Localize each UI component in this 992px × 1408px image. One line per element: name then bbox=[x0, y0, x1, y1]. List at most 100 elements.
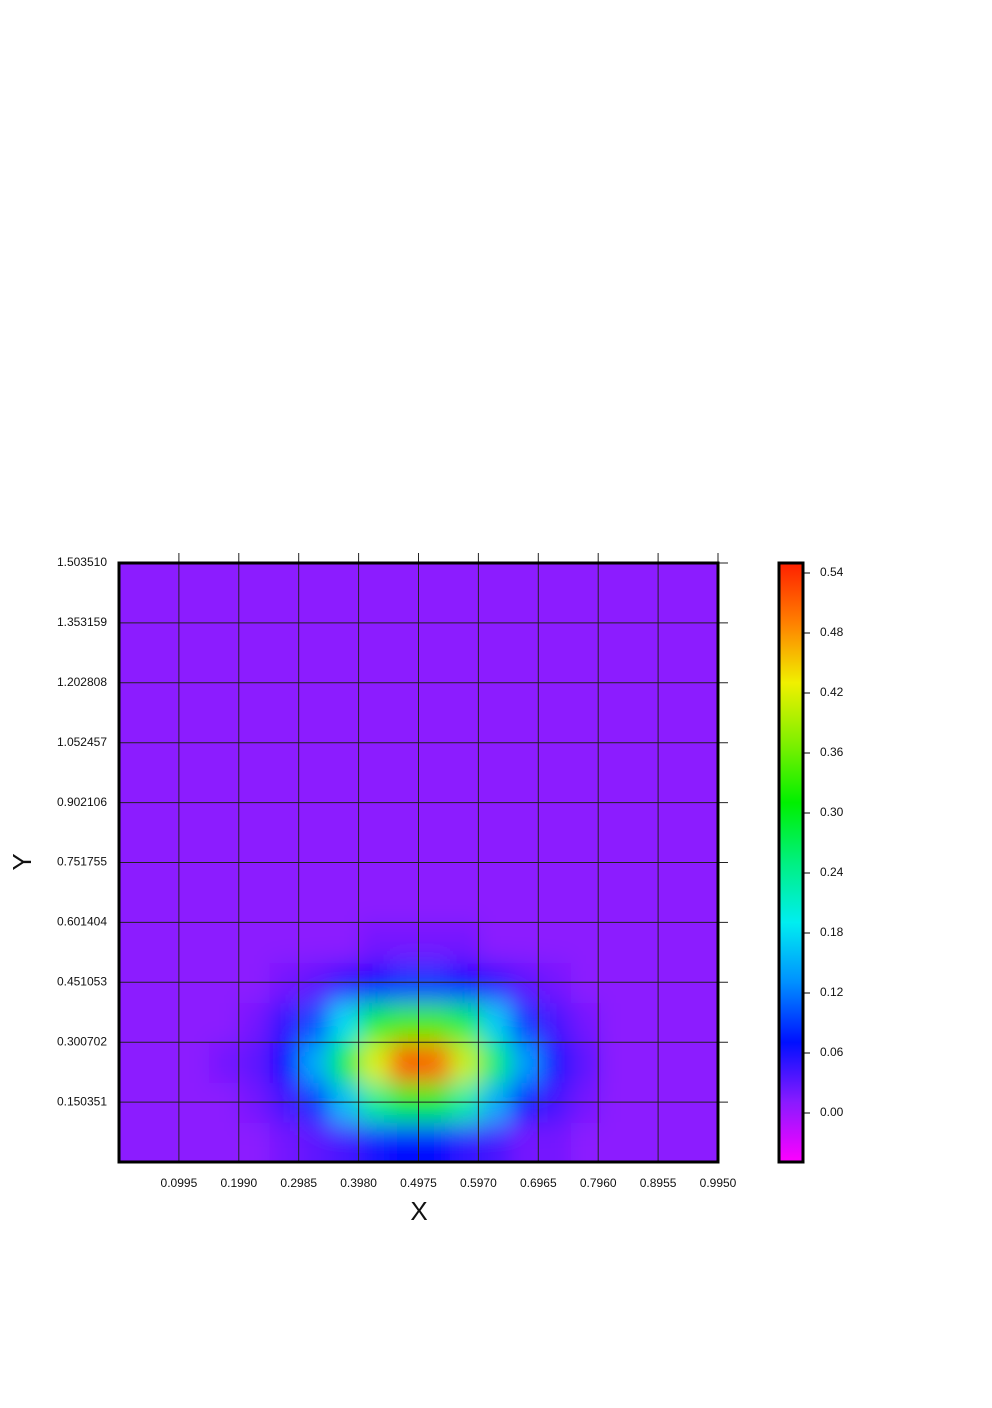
heat-cell bbox=[269, 723, 301, 765]
heat-cell bbox=[600, 803, 632, 844]
heat-cell bbox=[359, 803, 391, 844]
heat-cell bbox=[389, 803, 421, 844]
heat-cell bbox=[660, 604, 692, 645]
heat-cell bbox=[660, 803, 692, 844]
heat-cell bbox=[329, 1002, 361, 1043]
heat-cell bbox=[269, 922, 301, 964]
heat-cell bbox=[420, 803, 451, 844]
heat-cell bbox=[209, 644, 240, 685]
heat-cell bbox=[480, 962, 511, 1004]
heat-cell bbox=[239, 843, 271, 884]
heat-cell bbox=[329, 763, 361, 804]
heat-cell bbox=[630, 604, 662, 645]
heat-cell bbox=[600, 1002, 632, 1043]
heat-cell bbox=[179, 723, 210, 765]
heat-cell bbox=[600, 1122, 632, 1162]
heat-cell bbox=[239, 683, 271, 725]
colorbar-tick-label: 0.36 bbox=[820, 745, 844, 759]
y-tick-label: 0.601404 bbox=[57, 915, 107, 929]
heat-cell bbox=[239, 1002, 271, 1043]
heat-cell bbox=[690, 644, 718, 685]
heat-cell bbox=[389, 883, 421, 924]
heat-cell bbox=[359, 1042, 391, 1083]
x-tick-label: 0.8955 bbox=[640, 1176, 677, 1190]
heat-cell bbox=[480, 843, 511, 884]
heat-cell bbox=[299, 563, 331, 605]
heat-cell bbox=[269, 1002, 301, 1043]
heat-cell bbox=[149, 843, 180, 884]
heat-cell bbox=[179, 1042, 210, 1083]
heat-cell bbox=[420, 1042, 451, 1083]
heat-cell bbox=[329, 723, 361, 765]
heat-cell bbox=[149, 1042, 180, 1083]
heat-cell bbox=[510, 843, 541, 884]
heat-cell bbox=[690, 883, 718, 924]
heat-cell bbox=[450, 843, 481, 884]
x-tick-label: 0.2985 bbox=[280, 1176, 317, 1190]
heat-cell bbox=[480, 563, 511, 605]
heat-cell bbox=[540, 563, 572, 605]
heat-cell bbox=[570, 563, 602, 605]
heat-cell bbox=[119, 922, 150, 964]
heat-cell bbox=[480, 644, 511, 685]
y-tick-label: 0.451053 bbox=[57, 974, 107, 988]
heat-cell bbox=[119, 883, 150, 924]
heat-cell bbox=[179, 763, 210, 804]
y-tick-label: 1.202808 bbox=[57, 675, 107, 689]
x-tick-label: 0.0995 bbox=[161, 1176, 198, 1190]
heat-cell bbox=[329, 1042, 361, 1083]
heat-cell bbox=[630, 843, 662, 884]
heat-cell bbox=[450, 922, 481, 964]
heat-cell bbox=[630, 683, 662, 725]
heat-cell bbox=[389, 1042, 421, 1083]
colorbar-tick-label: 0.30 bbox=[820, 805, 844, 819]
heat-cell bbox=[450, 1002, 481, 1043]
heat-cell bbox=[209, 683, 240, 725]
heat-cell bbox=[149, 683, 180, 725]
heat-cell bbox=[179, 1002, 210, 1043]
heat-cell bbox=[119, 1042, 150, 1083]
heat-cell bbox=[299, 644, 331, 685]
x-tick-label: 0.7960 bbox=[580, 1176, 617, 1190]
y-axis-label: Y bbox=[7, 853, 37, 870]
y-tick-label: 1.353159 bbox=[57, 615, 107, 629]
heat-cell bbox=[570, 843, 602, 884]
heat-cell bbox=[660, 683, 692, 725]
heat-cell bbox=[389, 763, 421, 804]
heat-cell bbox=[630, 803, 662, 844]
heat-cell bbox=[630, 723, 662, 765]
heat-cell bbox=[630, 644, 662, 685]
heat-cell bbox=[600, 1042, 632, 1083]
heat-cell bbox=[239, 604, 271, 645]
heat-cell bbox=[450, 604, 481, 645]
heat-cell bbox=[690, 683, 718, 725]
heat-cell bbox=[179, 803, 210, 844]
heat-cell bbox=[299, 763, 331, 804]
heat-cell bbox=[510, 1122, 541, 1162]
heat-cell bbox=[540, 1002, 572, 1043]
heat-cell bbox=[600, 644, 632, 685]
heat-cell bbox=[359, 1002, 391, 1043]
heat-cell bbox=[239, 1122, 271, 1162]
heat-cell bbox=[510, 1002, 541, 1043]
heat-cell bbox=[450, 683, 481, 725]
heat-cell bbox=[209, 563, 240, 605]
heat-cell bbox=[510, 563, 541, 605]
y-tick-label: 1.052457 bbox=[57, 735, 107, 749]
heat-cell bbox=[119, 843, 150, 884]
heat-cell bbox=[389, 962, 421, 1004]
heat-cell bbox=[239, 644, 271, 685]
heat-cell bbox=[420, 763, 451, 804]
heat-cell bbox=[510, 644, 541, 685]
heat-cell bbox=[329, 962, 361, 1004]
heat-cell bbox=[450, 723, 481, 765]
heat-cell bbox=[630, 922, 662, 964]
heat-cell bbox=[480, 604, 511, 645]
x-tick-label: 0.9950 bbox=[700, 1176, 737, 1190]
heat-cell bbox=[600, 723, 632, 765]
heat-cell bbox=[359, 922, 391, 964]
heat-cell bbox=[329, 604, 361, 645]
heat-cell bbox=[480, 883, 511, 924]
heat-cell bbox=[209, 922, 240, 964]
heat-cell bbox=[450, 1042, 481, 1083]
